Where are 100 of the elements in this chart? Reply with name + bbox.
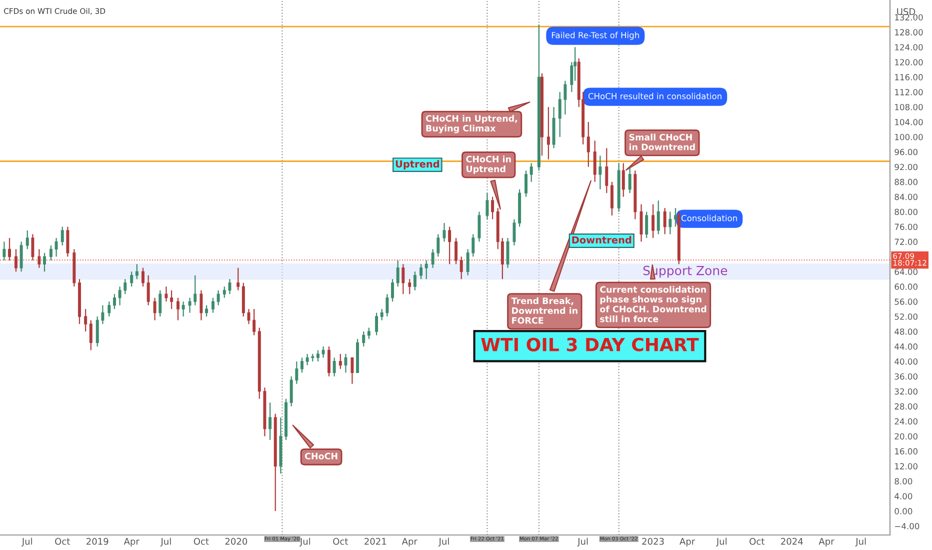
candlestick: [460, 256, 463, 280]
y-tick-label: 0.00: [894, 508, 912, 514]
candlestick: [512, 218, 516, 246]
candlestick: [413, 271, 416, 291]
candlestick: [300, 357, 304, 374]
x-tick-label: Oct: [333, 538, 348, 545]
y-tick-label: 28.00: [894, 403, 918, 410]
x-tick-label: Jul: [438, 538, 449, 546]
candlestick: [316, 350, 320, 362]
candlestick: [54, 237, 58, 258]
candlestick: [663, 207, 666, 235]
candlestick: [408, 278, 412, 295]
y-tick-label: 80.00: [894, 208, 918, 216]
candlestick: [26, 230, 29, 250]
candlestick: [89, 320, 92, 351]
candlestick: [448, 226, 452, 265]
y-tick-label: 124.00: [895, 44, 923, 50]
x-tick-label: Apr: [124, 538, 140, 547]
candlestick: [43, 252, 46, 272]
candlestick: [598, 155, 602, 190]
candlestick: [60, 226, 64, 246]
annotation: CHoCH: [304, 452, 338, 460]
candlestick: [402, 264, 405, 295]
y-tick-label: 116.00: [895, 74, 923, 80]
candlestick: [188, 297, 192, 314]
candlestick: [38, 248, 41, 268]
x-tick-label: 2019: [86, 538, 108, 545]
candlestick: [396, 260, 400, 288]
candlestick: [290, 376, 293, 407]
candlestick: [386, 294, 389, 318]
y-tick-label: 60.00: [894, 284, 918, 290]
candlestick: [96, 316, 99, 347]
candlestick: [424, 260, 428, 280]
candlestick: [20, 241, 23, 272]
x-tick-label: Jul: [21, 538, 32, 546]
y-tick-label: 44.00: [894, 343, 918, 350]
x-tick-label: Apr: [402, 538, 418, 547]
x-tick-label: Jul: [716, 538, 726, 546]
candlestick: [222, 286, 226, 298]
y-tick-label: 40.00: [894, 358, 918, 365]
y-tick-label: 84.00: [894, 194, 918, 200]
x-tick-label: 2023: [642, 538, 664, 545]
text: WTI OIL 3 DAY CHART: [481, 338, 699, 352]
candlestick: [380, 308, 384, 321]
candlestick: [375, 312, 378, 336]
y-tick-label: 24.00: [894, 418, 918, 425]
candlestick: [108, 300, 111, 318]
candlestick: [216, 290, 220, 306]
x-tick-label: Jul: [855, 538, 866, 546]
x-tick-label: 2021: [364, 538, 386, 545]
y-tick-label: 48.00: [894, 328, 918, 335]
y-tick-label: 120.00: [895, 59, 923, 66]
candlestick: [431, 248, 434, 268]
candlestick: [593, 140, 596, 182]
candlestick: [124, 278, 127, 295]
annotation: Small CHoCH in Downtrend: [629, 134, 695, 150]
annotation: Trend Break, Downtrend in FORCE: [511, 297, 578, 324]
candlestick: [135, 264, 138, 280]
y-tick-label: 108.00: [895, 104, 923, 110]
candlestick: [236, 267, 240, 291]
candlestick: [170, 290, 174, 310]
candlestick: [674, 207, 677, 228]
candlestick: [491, 196, 494, 220]
candlestick: [558, 91, 562, 138]
x-tick-label: Oct: [750, 538, 764, 545]
candlestick: [472, 234, 475, 258]
y-tick-label: 56.00: [894, 298, 918, 305]
x-tick-label: Apr: [818, 538, 834, 547]
annotation: CHoCH in Uptrend: [466, 156, 511, 174]
x-tick-label: Oct: [194, 538, 209, 545]
annotation: CHoCH in Uptrend, Buying Climax: [426, 114, 518, 134]
candlestick: [130, 271, 134, 288]
candlestick: [14, 248, 18, 272]
y-tick-label: −4.00: [895, 523, 920, 530]
candlestick: [328, 346, 330, 377]
candlestick: [530, 162, 533, 182]
candlestick: [486, 192, 489, 220]
y-tick-label: 72.00: [894, 238, 918, 245]
candlestick: [350, 357, 354, 384]
y-tick-label: 20.00: [894, 433, 918, 440]
candlestick: [605, 148, 608, 194]
candlestick: [66, 226, 70, 258]
candlestick: [645, 211, 648, 238]
y-tick-label: 112.00: [895, 89, 923, 96]
y-tick-label: 64.00: [894, 268, 918, 275]
annotation: CHoCH resulted in consolidation: [588, 92, 722, 100]
candlestick: [628, 166, 632, 194]
annotation: Failed Re-Test of High: [552, 32, 639, 40]
candlestick: [228, 278, 232, 295]
candlestick: [118, 286, 122, 306]
candlestick: [252, 308, 256, 336]
candlestick: [306, 353, 309, 366]
candlestick: [176, 297, 180, 321]
candlestick: [31, 234, 34, 261]
y-tick-label: 8.00: [894, 478, 912, 484]
x-tick-label: 2020: [225, 538, 248, 545]
candlestick: [622, 162, 625, 198]
y-tick-label: 4.00: [894, 493, 912, 500]
candlestick: [2, 241, 6, 261]
annotation: Current consolidation phase shows no sign of CHoCH. Downtrend still in force: [600, 286, 706, 322]
